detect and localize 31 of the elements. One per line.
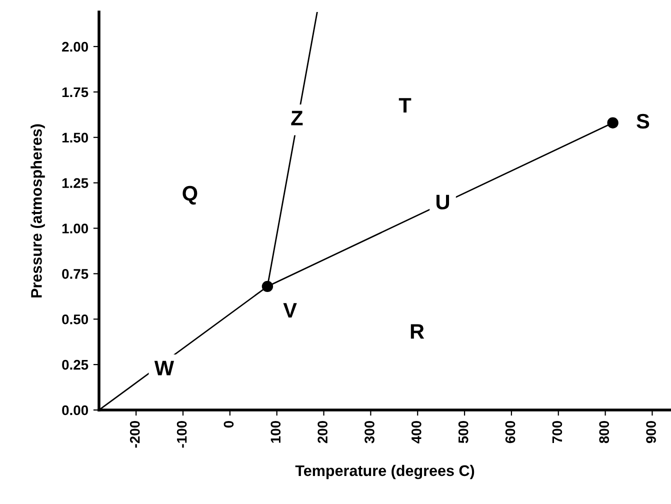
annotation: U bbox=[436, 194, 450, 210]
y-tick-label: 2.00 bbox=[62, 42, 88, 52]
y-tick-label: 0.50 bbox=[62, 314, 88, 324]
y-tick-label: 0.75 bbox=[62, 269, 88, 279]
y-tick-label: 1.25 bbox=[62, 178, 88, 188]
x-axis-title: Temperature (degrees C) bbox=[295, 464, 474, 480]
x-tick-label: 300 bbox=[364, 420, 374, 444]
y-tick-label: 0.25 bbox=[62, 360, 88, 370]
x-tick-label: 600 bbox=[505, 420, 516, 444]
y-tick-label: 1.50 bbox=[62, 132, 88, 143]
x-tick-label: 700 bbox=[552, 420, 562, 443]
x-tick-label: 800 bbox=[599, 420, 610, 444]
annotation: T bbox=[398, 98, 412, 113]
annotation: V bbox=[283, 303, 297, 318]
annotation: S bbox=[636, 114, 650, 129]
x-tick-label: -200 bbox=[130, 420, 140, 448]
annotation: Q bbox=[182, 186, 198, 205]
x-tick-label: -100 bbox=[176, 420, 187, 448]
x-tick-label: 100 bbox=[270, 420, 281, 443]
x-tick-label: 0 bbox=[224, 420, 234, 428]
annotation: R bbox=[410, 324, 424, 339]
annotation: Z bbox=[291, 110, 303, 126]
y-tick-label: 1.00 bbox=[62, 224, 88, 234]
y-axis-title: Pressure (atmospheres) bbox=[30, 124, 45, 298]
y-tick-label: 0.00 bbox=[62, 405, 88, 416]
annotation: W bbox=[154, 360, 174, 376]
x-tick-label: 900 bbox=[646, 420, 656, 444]
x-tick-label: 500 bbox=[458, 420, 468, 444]
y-tick-label: 1.75 bbox=[62, 87, 88, 98]
x-tick-label: 400 bbox=[412, 420, 422, 444]
x-tick-label: 200 bbox=[318, 420, 328, 444]
